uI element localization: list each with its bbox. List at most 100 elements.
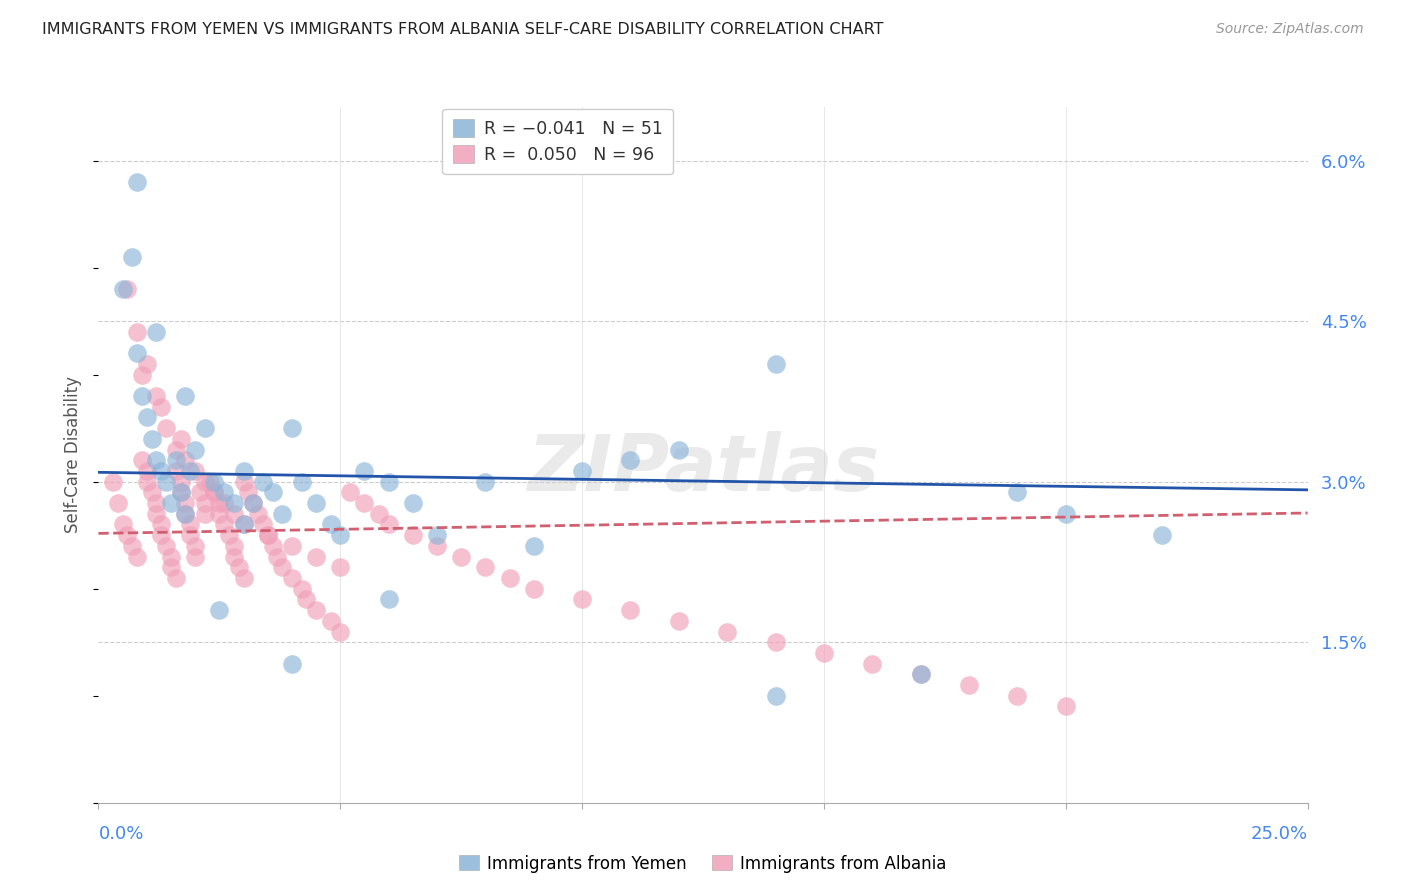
Point (765, 689, 787, 703)
Point (184, 549, 207, 564)
Point (135, 357, 157, 371)
Point (145, 389, 167, 403)
Point (165, 442, 187, 457)
Point (121, 250, 143, 264)
Point (377, 517, 399, 532)
Point (353, 496, 375, 510)
Point (668, 614, 690, 628)
Point (111, 282, 134, 296)
Point (188, 485, 211, 500)
Point (179, 528, 201, 542)
Point (184, 464, 207, 478)
Point (765, 357, 787, 371)
Point (107, 496, 129, 510)
Point (204, 475, 226, 489)
Point (145, 453, 167, 467)
Point (160, 549, 183, 564)
Point (212, 496, 235, 510)
Point (204, 485, 226, 500)
Point (160, 560, 183, 574)
Point (155, 421, 177, 435)
Point (165, 571, 187, 585)
Point (339, 485, 361, 500)
Point (117, 528, 139, 542)
Point (290, 582, 312, 596)
Point (256, 528, 278, 542)
Point (169, 485, 191, 500)
Legend: Immigrants from Yemen, Immigrants from Albania: Immigrants from Yemen, Immigrants from A… (453, 848, 953, 880)
Point (101, 475, 124, 489)
Point (813, 646, 835, 660)
Point (135, 410, 157, 425)
Point (232, 571, 254, 585)
Point (329, 624, 352, 639)
Point (160, 496, 183, 510)
Point (1054, 699, 1077, 714)
Point (319, 517, 342, 532)
Point (571, 592, 593, 607)
Point (141, 485, 163, 500)
Point (127, 175, 149, 189)
Point (319, 614, 342, 628)
Point (716, 624, 738, 639)
Text: ZIPatlas: ZIPatlas (527, 431, 879, 507)
Point (169, 432, 191, 446)
Point (127, 346, 149, 360)
Point (368, 507, 391, 521)
Point (305, 496, 328, 510)
Point (222, 539, 245, 553)
Point (256, 528, 278, 542)
Point (281, 571, 304, 585)
Point (266, 549, 288, 564)
Point (232, 517, 254, 532)
Point (329, 560, 352, 574)
Point (121, 539, 143, 553)
Point (169, 485, 191, 500)
Point (222, 507, 245, 521)
Point (169, 475, 191, 489)
Point (1054, 507, 1077, 521)
Point (184, 539, 207, 553)
Point (1007, 689, 1029, 703)
Point (145, 507, 167, 521)
Text: 0.0%: 0.0% (98, 825, 143, 843)
Point (222, 496, 245, 510)
Point (232, 517, 254, 532)
Point (194, 421, 217, 435)
Point (131, 368, 153, 382)
Point (204, 485, 226, 500)
Point (247, 507, 270, 521)
Point (150, 400, 173, 414)
Point (194, 496, 217, 510)
Point (281, 539, 304, 553)
Point (262, 539, 284, 553)
Point (910, 667, 932, 681)
Point (208, 507, 231, 521)
Point (498, 571, 520, 585)
Point (252, 517, 274, 532)
Point (131, 453, 153, 467)
Point (194, 507, 217, 521)
Point (135, 464, 157, 478)
Point (145, 496, 167, 510)
Point (218, 528, 240, 542)
Point (145, 325, 167, 339)
Text: 25.0%: 25.0% (1250, 825, 1308, 843)
Point (174, 453, 197, 467)
Point (474, 560, 496, 574)
Text: Source: ZipAtlas.com: Source: ZipAtlas.com (1216, 22, 1364, 37)
Point (184, 442, 207, 457)
Point (329, 528, 352, 542)
Point (131, 389, 153, 403)
Point (155, 475, 177, 489)
Point (150, 517, 173, 532)
Point (135, 475, 157, 489)
Point (571, 464, 593, 478)
Point (1152, 528, 1174, 542)
Point (295, 592, 318, 607)
Point (619, 603, 641, 617)
Point (377, 592, 399, 607)
Point (127, 325, 149, 339)
Point (222, 549, 245, 564)
Point (377, 475, 399, 489)
